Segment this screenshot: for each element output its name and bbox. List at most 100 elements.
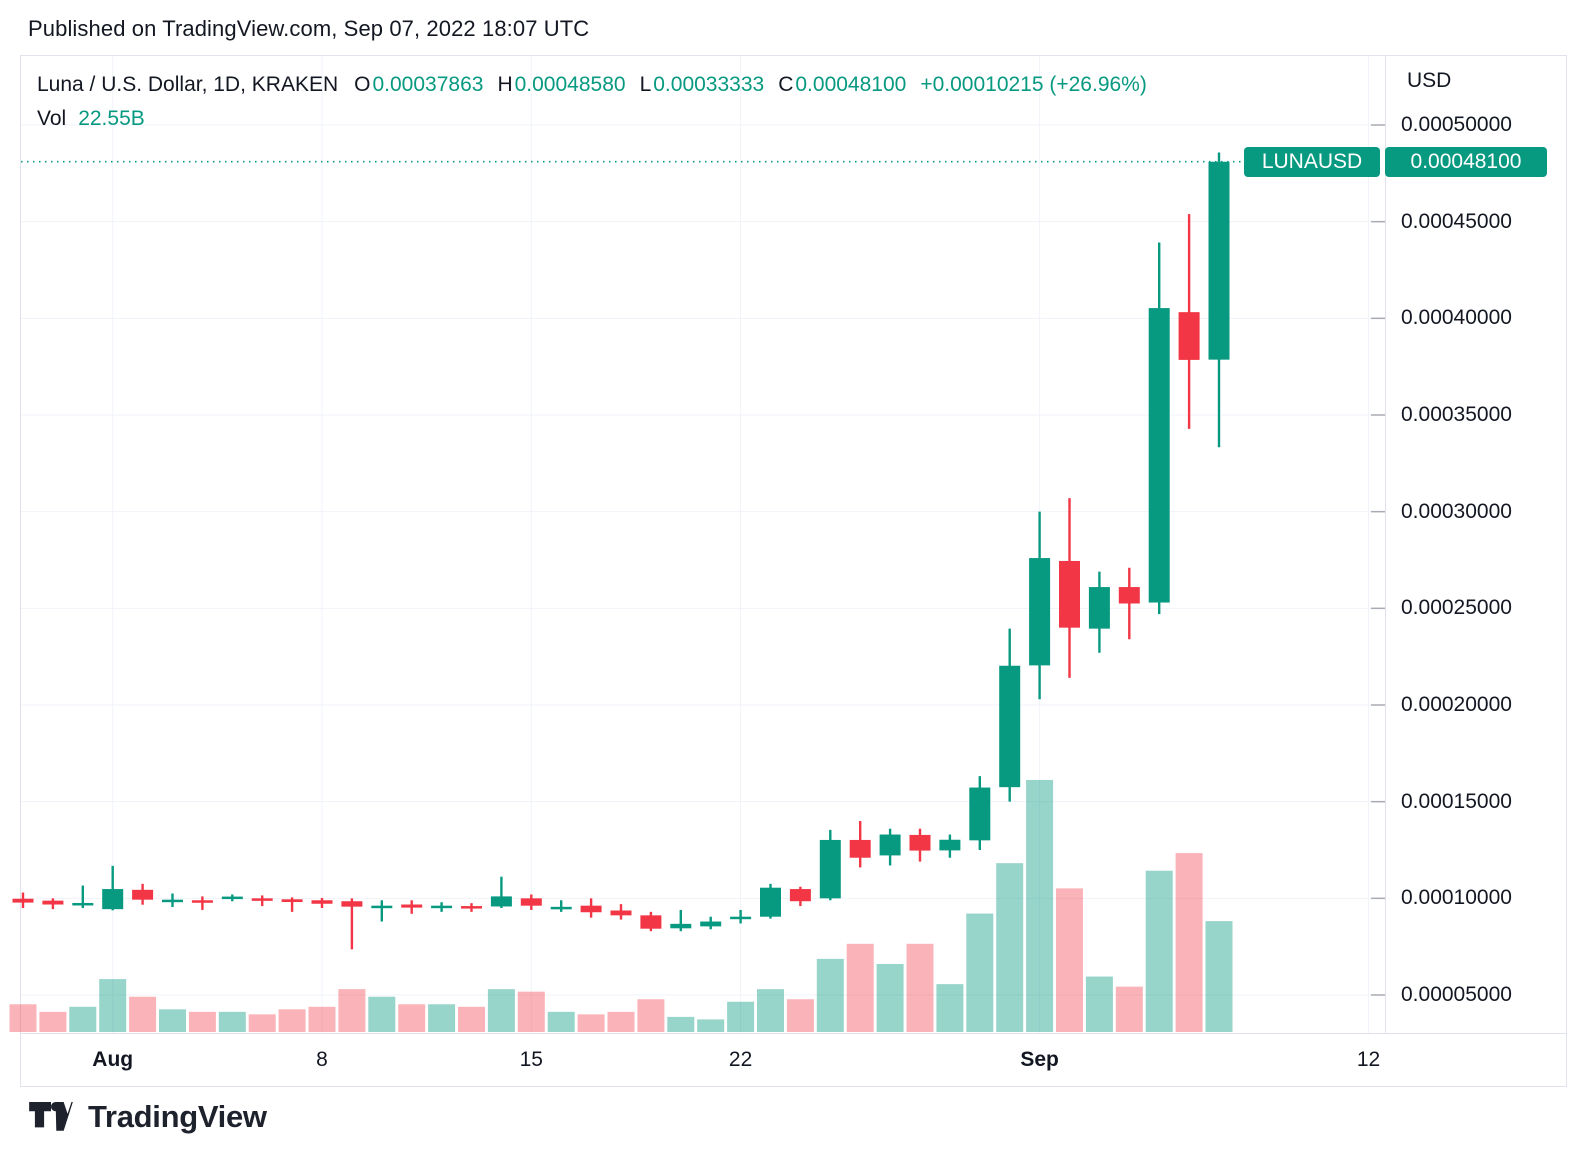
volume-bar — [129, 996, 157, 1032]
volume-bar — [278, 1009, 306, 1032]
tradingview-logo-text: TradingView — [88, 1099, 267, 1134]
chart-pane — [9, 56, 1385, 1033]
candle-body — [1088, 587, 1110, 629]
change-value: +0.00010215 (+26.96%) — [920, 73, 1147, 96]
candle-body — [879, 834, 901, 856]
price-axis-label: 0.00050000 — [1401, 113, 1512, 136]
candle-body — [311, 900, 333, 904]
ohlc-low: L0.00033333 — [639, 73, 765, 96]
volume-bar — [218, 1011, 246, 1032]
candle-body — [461, 906, 482, 909]
time-axis-label: Sep — [1020, 1048, 1059, 1071]
candle-body — [102, 889, 124, 910]
candle-body — [1118, 587, 1140, 604]
volume-bar — [906, 943, 934, 1032]
volume-bar — [607, 1011, 635, 1032]
price-axis: USD 0.00050000 0.00045000 0.00040000 0.0003… — [1401, 56, 1566, 1033]
candle-body — [42, 900, 64, 905]
time-axis: Aug 8 15 22 Sep 12 — [21, 1034, 1566, 1086]
candle-body — [760, 887, 781, 917]
price-axis-label: 0.00005000 — [1401, 982, 1512, 1006]
candle-body — [132, 889, 154, 900]
volume-bar — [39, 1011, 67, 1032]
volume-bar — [966, 913, 994, 1032]
ohlc-close: C0.00048100 — [778, 73, 907, 96]
legend-volume-row: Vol 22.55B — [37, 102, 1147, 136]
volume-bar — [786, 999, 814, 1032]
price-axis-separator — [1385, 56, 1386, 1033]
candle-body — [191, 900, 213, 903]
candle-body — [401, 904, 423, 908]
volume-bar — [816, 958, 844, 1032]
candle-body — [431, 905, 453, 909]
volume-bar — [99, 979, 127, 1032]
volume-bar — [1115, 986, 1143, 1032]
time-axis-separator — [21, 1033, 1566, 1034]
volume-bar — [876, 963, 904, 1032]
ohlc-open: O0.00037863 — [354, 73, 484, 96]
volume-bar — [248, 1014, 276, 1032]
candle-body — [1178, 312, 1200, 360]
candle-body — [580, 905, 602, 913]
candle-body — [610, 910, 632, 916]
last-price-badge: LUNAUSD 0.00048100 — [1244, 146, 1547, 177]
candle-body — [1029, 558, 1051, 666]
volume-bar — [9, 1004, 37, 1032]
candle-body — [281, 899, 303, 903]
symbol-title: Luna / U.S. Dollar, 1D, KRAKEN — [37, 73, 339, 96]
badge-price: 0.00048100 — [1385, 146, 1547, 177]
candle-body — [341, 901, 363, 907]
volume-bar — [727, 1001, 755, 1032]
volume-bar — [428, 1004, 456, 1032]
candlestick-chart — [9, 56, 1385, 1033]
volume-bar — [398, 1004, 426, 1032]
volume-bar — [338, 989, 366, 1032]
price-axis-label: 0.00010000 — [1401, 886, 1512, 910]
chart-widget: Luna / U.S. Dollar, 1D, KRAKEN O0.000378… — [9, 55, 1567, 1087]
time-axis-label: 8 — [316, 1048, 328, 1071]
candle-body — [700, 921, 722, 927]
volume-bar — [368, 996, 396, 1032]
volume-bar — [1085, 976, 1113, 1032]
volume-bar — [697, 1019, 725, 1032]
tradingview-logo-icon — [29, 1102, 73, 1131]
candle-body — [789, 889, 811, 902]
candle-body — [819, 839, 841, 899]
volume-bar — [1026, 780, 1054, 1032]
volume-bar — [936, 984, 964, 1032]
candle-body — [162, 899, 183, 903]
candle-body — [999, 665, 1021, 788]
volume-bar — [159, 1009, 186, 1032]
volume-label: Vol — [37, 107, 67, 130]
price-axis-label: 0.00015000 — [1401, 789, 1512, 813]
time-axis-label: 22 — [728, 1048, 753, 1071]
price-axis-label: 0.00020000 — [1401, 692, 1512, 716]
chart-legend: Luna / U.S. Dollar, 1D, KRAKEN O0.000378… — [37, 68, 1147, 136]
volume-bar — [637, 999, 665, 1032]
volume-bar — [1056, 888, 1083, 1032]
candle-body — [1148, 308, 1170, 603]
candle-body — [1059, 560, 1080, 628]
candle-body — [490, 896, 512, 907]
volume-bar — [1145, 870, 1173, 1032]
volume-bar — [69, 1006, 97, 1032]
legend-symbol-row: Luna / U.S. Dollar, 1D, KRAKEN O0.000378… — [37, 68, 1147, 102]
volume-bar — [547, 1011, 575, 1032]
ohlc-high: H0.00048580 — [497, 73, 626, 96]
candle-body — [72, 902, 94, 906]
volume-bar — [667, 1016, 695, 1032]
volume-bar — [757, 989, 784, 1032]
candle-body — [251, 898, 273, 901]
volume-bar — [188, 1011, 216, 1032]
badge-symbol: LUNAUSD — [1244, 146, 1380, 177]
price-axis-label: 0.00030000 — [1401, 499, 1512, 523]
time-axis-label: 15 — [519, 1048, 543, 1071]
candle-body — [550, 906, 572, 910]
candle-body — [221, 896, 243, 900]
time-axis-label: Aug — [92, 1048, 134, 1071]
volume-bar — [1205, 921, 1233, 1032]
footer-branding[interactable]: TradingView — [28, 1098, 267, 1136]
volume-value: 22.55B — [78, 107, 145, 130]
volume-bar — [487, 989, 515, 1032]
time-axis-label: 12 — [1356, 1048, 1381, 1071]
